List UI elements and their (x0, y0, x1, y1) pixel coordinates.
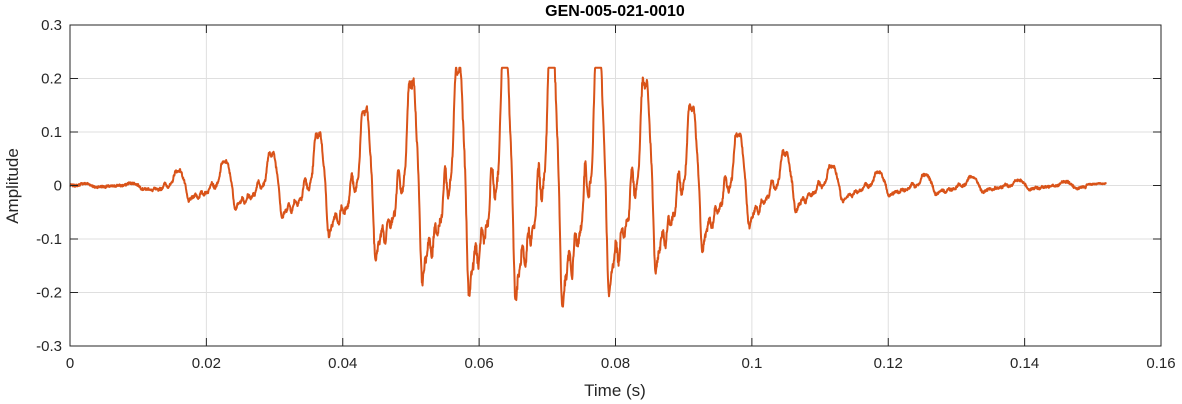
x-tick-labels: 0 0.02 0.04 0.06 0.08 0.1 0.12 0.14 0.16 (66, 355, 1176, 372)
x-tick-label: 0.1 (741, 355, 762, 372)
y-tick-labels: -0.3 -0.2 -0.1 0 0.1 0.2 0.3 (36, 17, 62, 355)
chart-title: GEN-005-021-0010 (545, 3, 685, 20)
tick-marks (69, 24, 1162, 347)
y-tick-label: 0.2 (41, 71, 62, 88)
x-tick-label: 0.06 (465, 355, 494, 372)
x-tick-label: 0.08 (601, 355, 630, 372)
x-tick-label: 0.16 (1146, 355, 1175, 372)
x-tick-label: 0.12 (874, 355, 903, 372)
x-tick-label: 0.14 (1010, 355, 1039, 372)
waveform-series (69, 66, 1108, 308)
y-tick-label: -0.3 (36, 338, 62, 355)
x-tick-label: 0.02 (192, 355, 221, 372)
x-tick-label: 0 (66, 355, 74, 372)
x-axis-label: Time (s) (584, 381, 646, 400)
y-tick-label: 0.3 (41, 17, 62, 34)
y-tick-label: 0 (54, 178, 62, 195)
series-group (69, 66, 1108, 308)
y-tick-label: 0.1 (41, 124, 62, 141)
y-tick-label: -0.1 (36, 231, 62, 248)
y-axis-label: Amplitude (3, 148, 22, 224)
x-tick-label: 0.04 (328, 355, 357, 372)
y-tick-label: -0.2 (36, 285, 62, 302)
